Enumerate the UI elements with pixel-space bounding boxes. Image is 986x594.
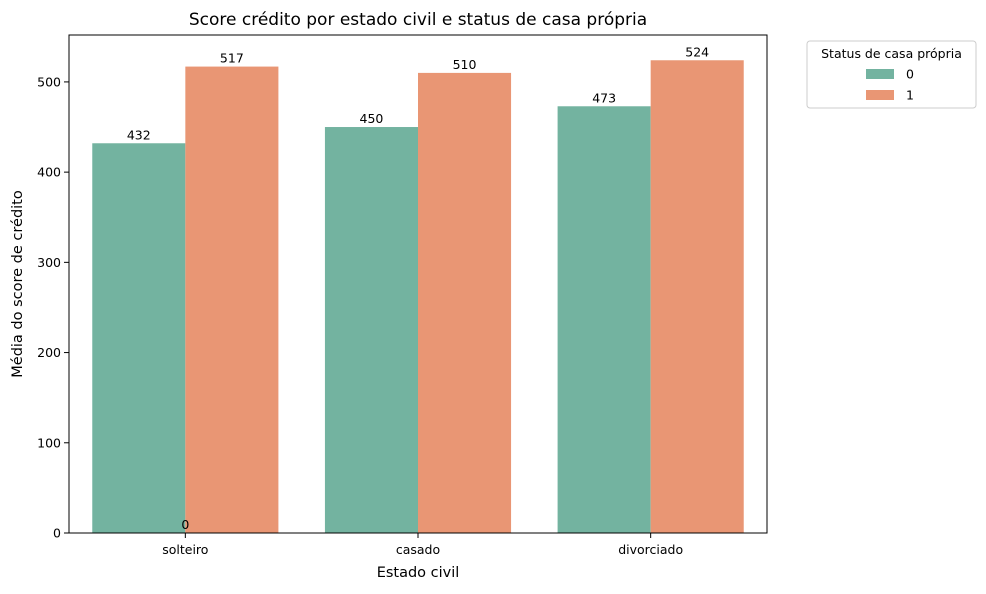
legend: Status de casa própria 0 1 [806, 40, 977, 109]
x-tick-label-casado: casado [396, 542, 440, 557]
x-axis: solteiro casado divorciado [162, 533, 683, 557]
y-tick-label-400: 400 [37, 165, 61, 180]
data-label-casado-1: 510 [453, 57, 477, 72]
x-tick-label-solteiro: solteiro [162, 542, 208, 557]
plot-frame [68, 34, 768, 534]
data-labels-group: 432 517 450 510 473 524 0 [127, 44, 709, 532]
bar-divorciado-1 [650, 60, 744, 534]
y-tick-label-200: 200 [37, 345, 61, 360]
x-tick-label-divorciado: divorciado [618, 542, 683, 557]
legend-label-0: 0 [906, 67, 914, 82]
y-axis-label: Média do score de crédito [10, 190, 26, 378]
y-tick-label-0: 0 [53, 526, 61, 541]
legend-swatch-1 [866, 90, 894, 100]
x-axis-label: Estado civil [377, 565, 460, 581]
bars-group [92, 60, 744, 534]
y-axis: 0 100 200 300 400 500 [37, 74, 69, 541]
data-label-extra-0: 0 [181, 517, 189, 532]
bar-casado-1 [418, 72, 512, 534]
data-label-solteiro-0: 432 [127, 127, 151, 142]
legend-swatch-0 [866, 69, 894, 79]
data-label-solteiro-1: 517 [220, 51, 244, 66]
chart-title: Score crédito por estado civil e status … [189, 10, 647, 30]
data-label-divorciado-0: 473 [592, 90, 616, 105]
data-label-casado-0: 450 [360, 111, 384, 126]
y-tick-label-500: 500 [37, 74, 61, 89]
bar-casado-0 [324, 127, 418, 534]
bar-solteiro-0 [92, 143, 186, 533]
y-tick-label-100: 100 [37, 435, 61, 450]
bar-divorciado-0 [557, 106, 651, 534]
legend-label-1: 1 [906, 88, 914, 103]
y-tick-label-300: 300 [37, 255, 61, 270]
bar-solteiro-1 [185, 66, 279, 534]
data-label-divorciado-1: 524 [685, 44, 709, 59]
legend-title: Status de casa própria [821, 46, 962, 61]
